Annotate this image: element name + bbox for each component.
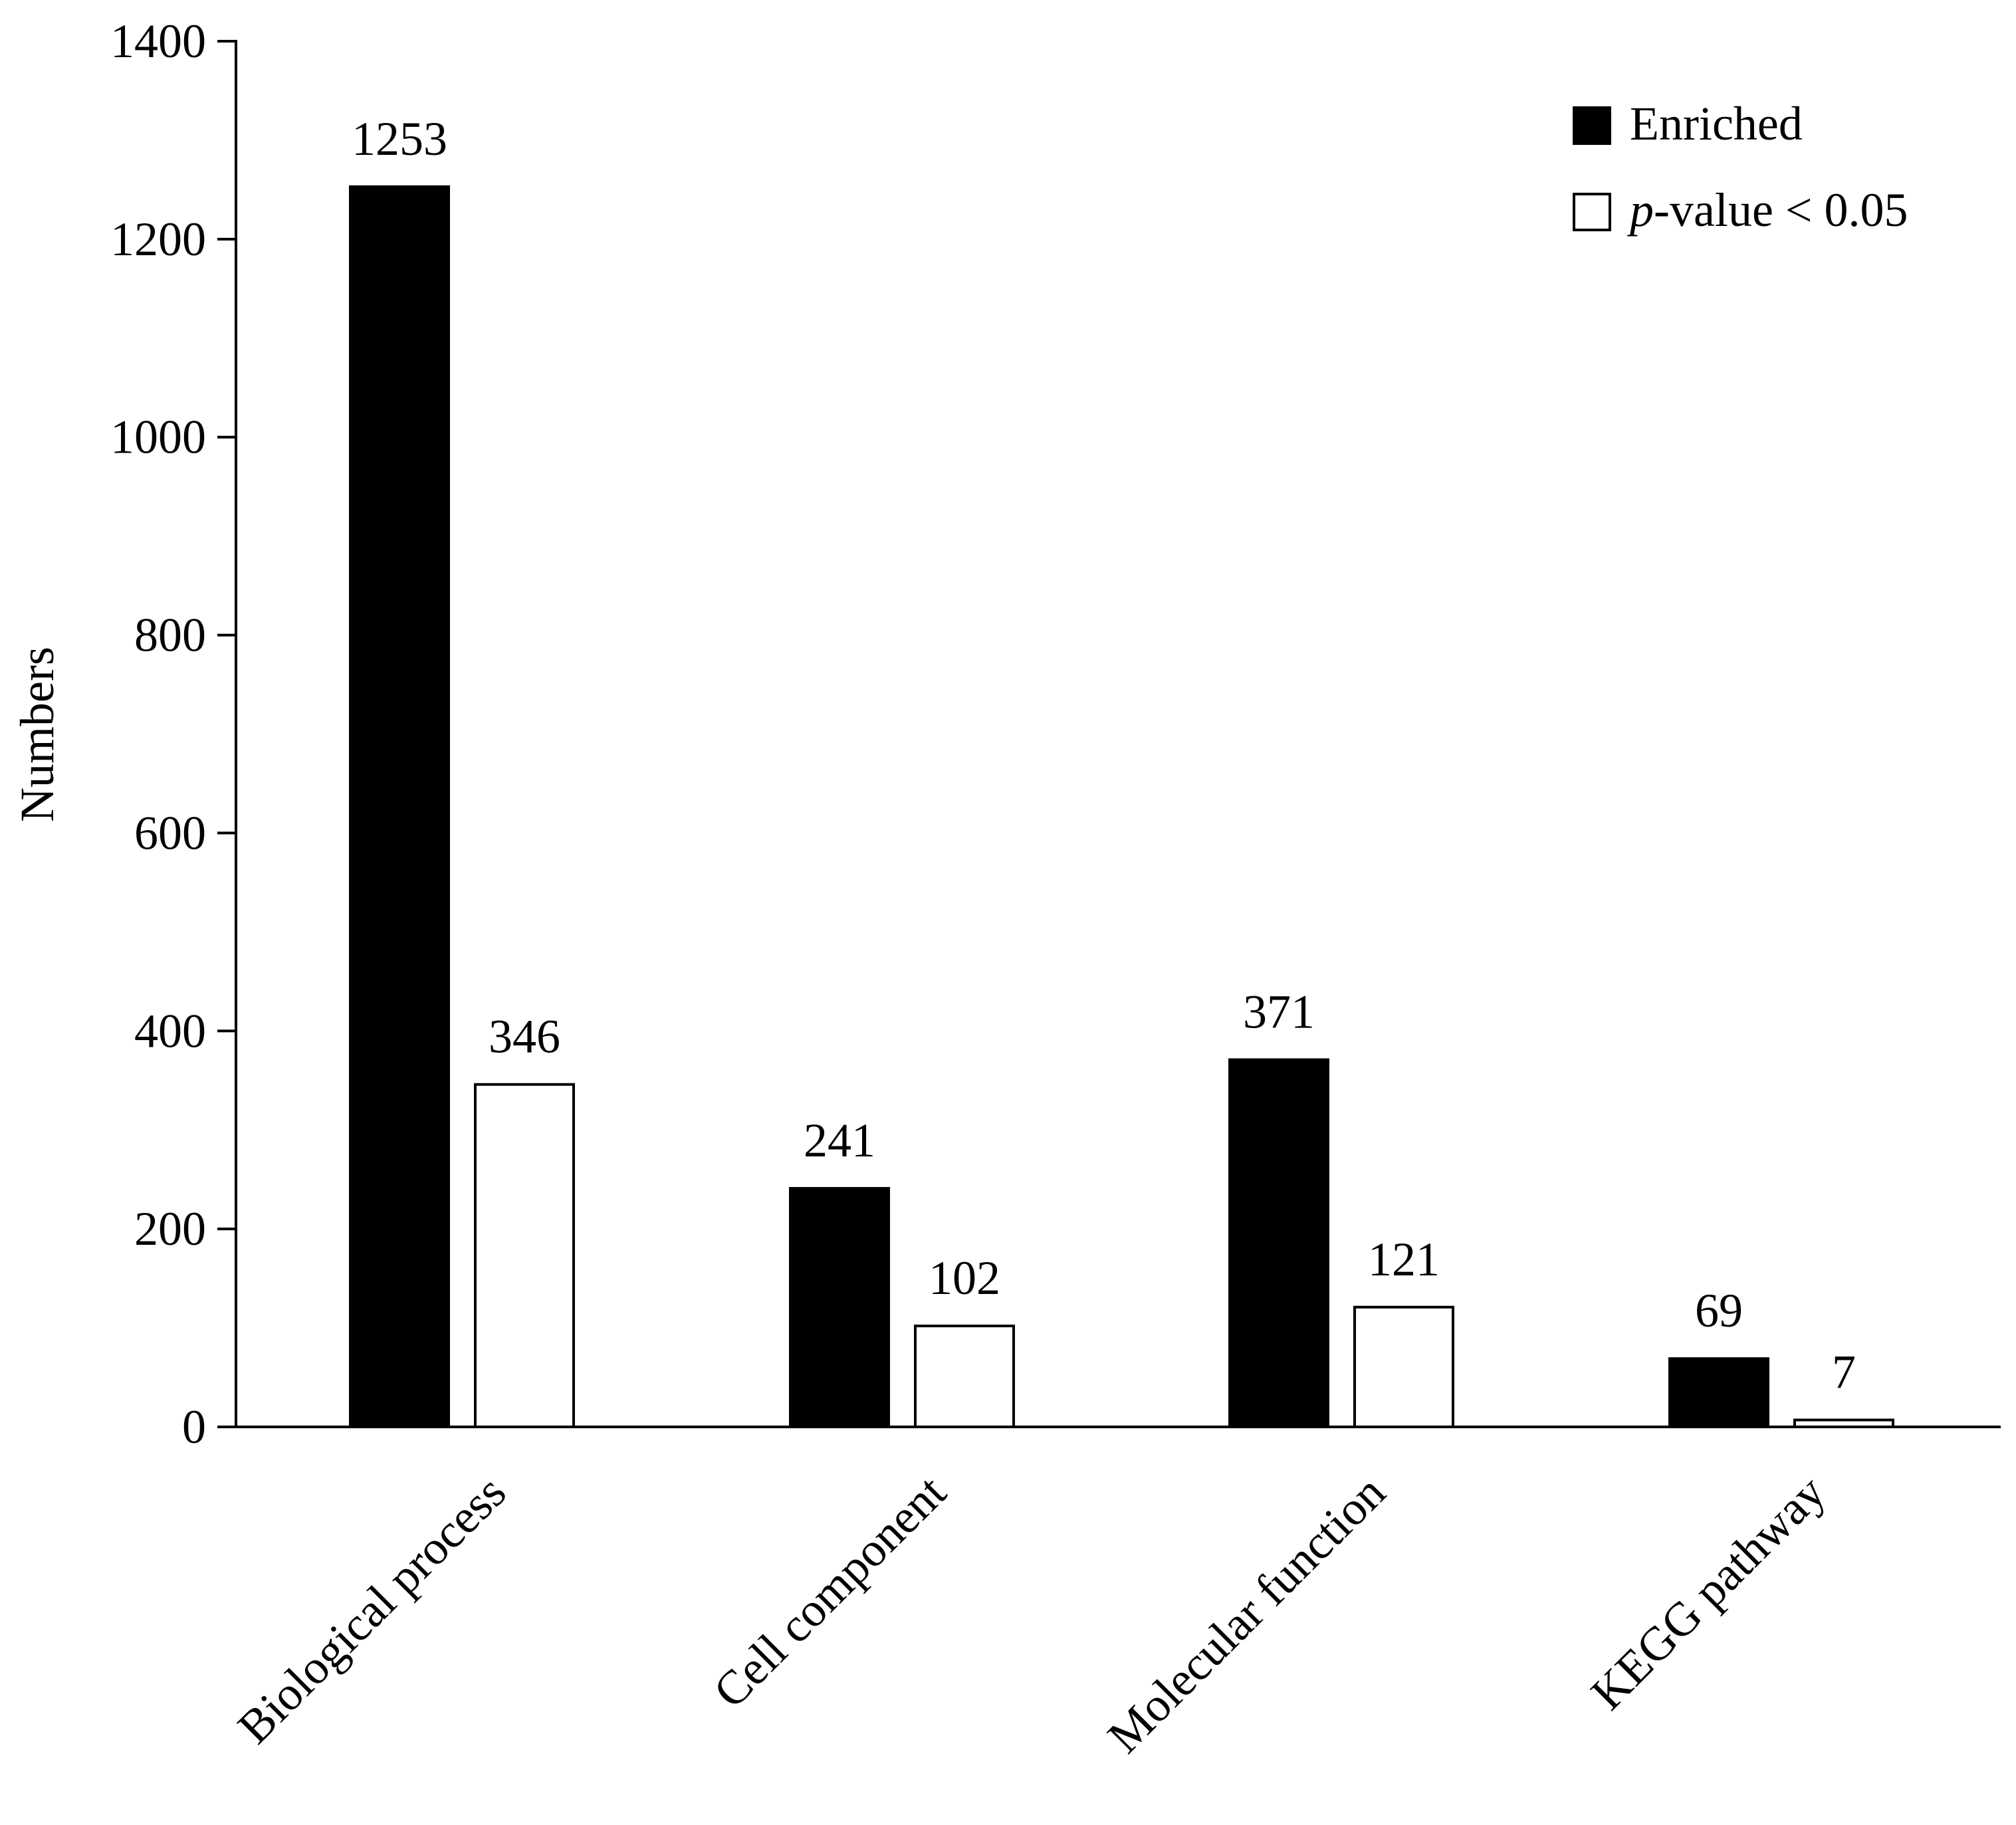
axes: 0 200 400 600 800 1000 1200 1400 Numbers Biologic… <box>11 15 2001 1763</box>
bar <box>1353 1305 1454 1428</box>
x-category-label: Cell component <box>703 1465 956 1718</box>
legend-swatch <box>1573 106 1611 145</box>
y-tick-label: 600 <box>134 806 206 859</box>
bars <box>349 185 1894 1429</box>
bar <box>1228 1058 1329 1428</box>
legend-label: Enriched <box>1630 97 1803 150</box>
data-label: 346 <box>489 1010 560 1063</box>
data-labels: 1253 241 371 69 346 102 121 7 <box>352 112 1856 1399</box>
bar <box>349 185 450 1428</box>
y-tick-label: 800 <box>134 609 206 662</box>
y-tick-label: 0 <box>182 1400 206 1453</box>
data-label: 7 <box>1832 1346 1856 1399</box>
data-label: 121 <box>1368 1233 1440 1286</box>
data-label: 1253 <box>352 112 447 165</box>
legend-label: p-value < 0.05 <box>1626 183 1908 237</box>
legend: Enriched p-value < 0.05 <box>1573 97 1908 237</box>
data-label: 69 <box>1695 1284 1743 1337</box>
y-axis-title: Numbers <box>11 647 64 822</box>
bar <box>474 1083 575 1428</box>
y-tick-label: 1000 <box>110 411 206 464</box>
y-tick-label: 1200 <box>110 213 206 266</box>
x-category-label: KEGG pathway <box>1581 1465 1835 1720</box>
data-label: 371 <box>1243 985 1315 1038</box>
y-tick-label: 400 <box>134 1004 206 1057</box>
x-category-label: Molecular function <box>1097 1465 1395 1763</box>
legend-swatch <box>1573 193 1611 231</box>
bar <box>789 1187 890 1428</box>
y-tick-label: 1400 <box>110 15 206 68</box>
data-label: 241 <box>804 1114 875 1167</box>
x-category-label: Biological process <box>227 1465 516 1754</box>
bar <box>914 1325 1015 1429</box>
bar <box>1668 1357 1769 1428</box>
bar <box>1793 1418 1894 1428</box>
data-label: 102 <box>929 1251 1000 1305</box>
y-tick-label: 200 <box>134 1202 206 1255</box>
